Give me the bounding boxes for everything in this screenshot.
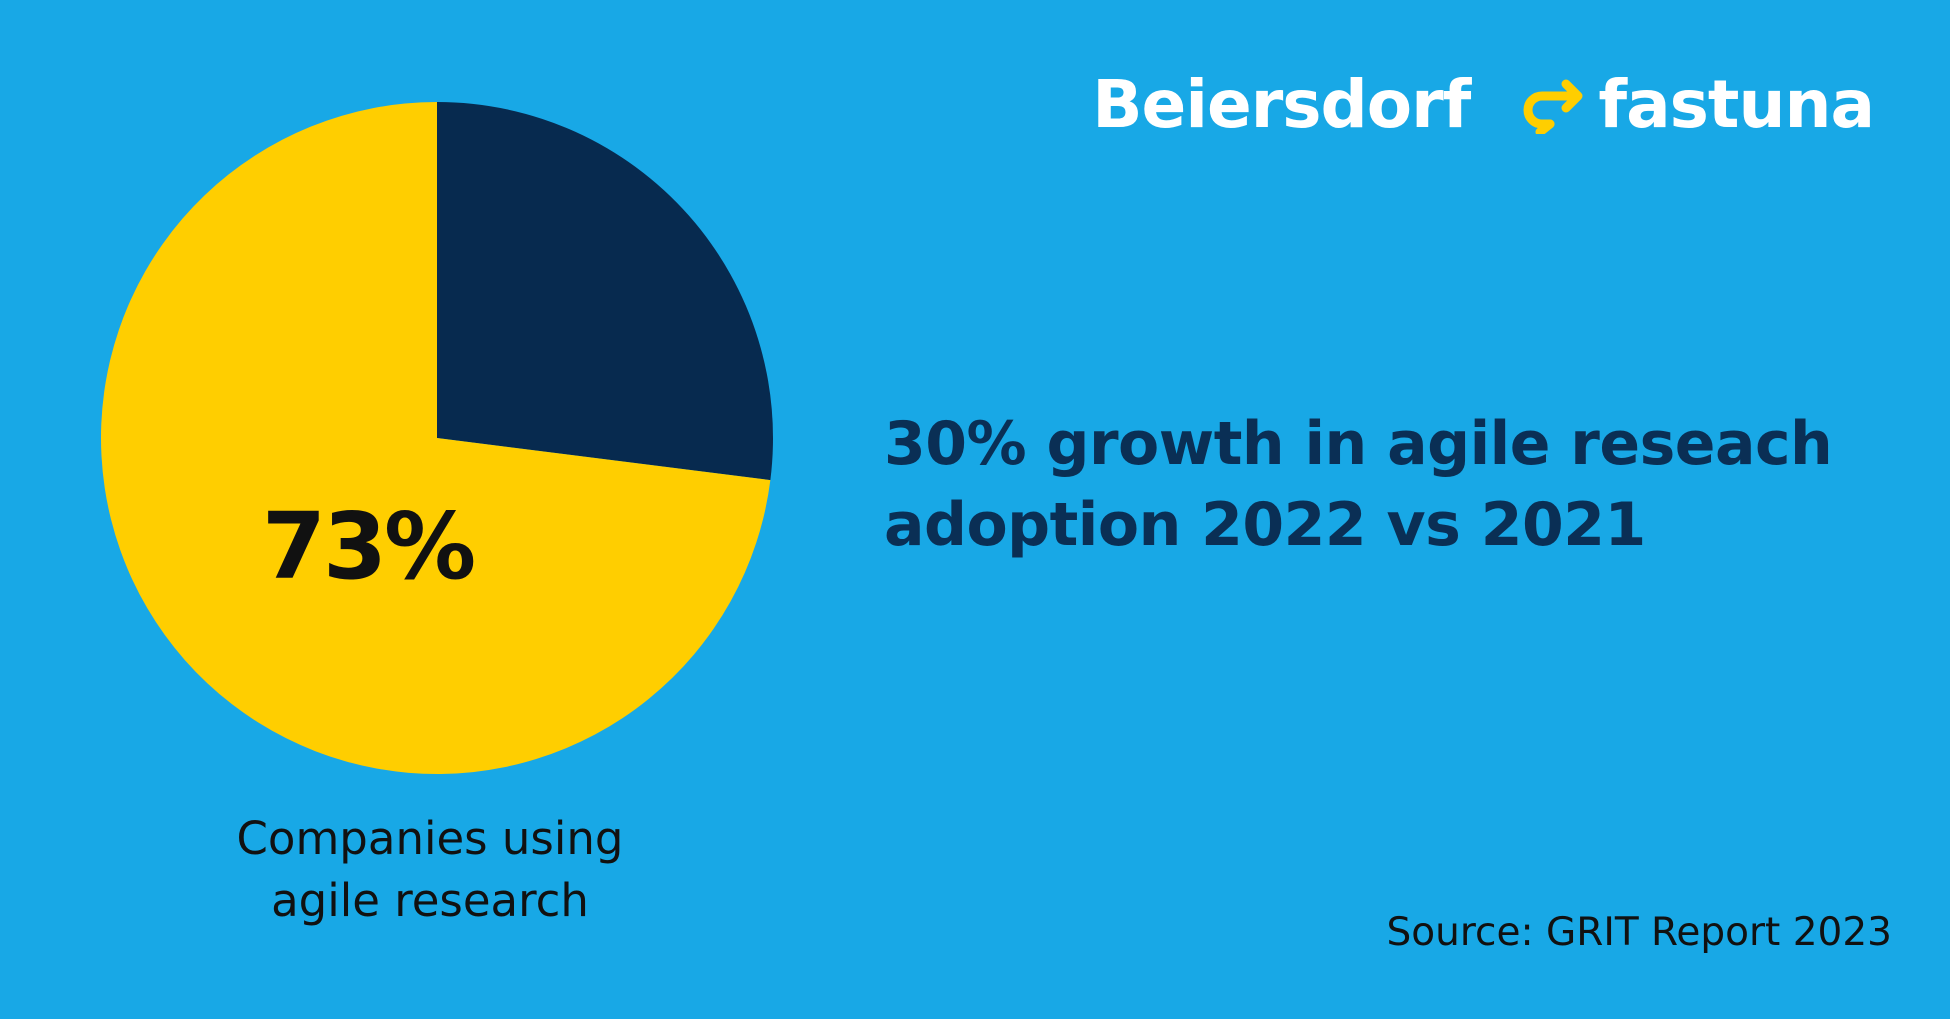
fastuna-mark-icon bbox=[1520, 76, 1584, 134]
fastuna-wordmark: fastuna bbox=[1598, 72, 1874, 138]
pie-caption-line-2: agile research bbox=[180, 870, 680, 932]
fastuna-logo: fastuna bbox=[1520, 72, 1874, 138]
pie-caption: Companies using agile research bbox=[180, 808, 680, 932]
pie-chart: 73% bbox=[101, 102, 773, 774]
source-note: Source: GRIT Report 2023 bbox=[1387, 913, 1892, 952]
headline-line-1: 30% growth in agile reseach bbox=[884, 404, 1864, 485]
pie-data-label: 73% bbox=[262, 493, 474, 600]
pie-slice-other bbox=[437, 102, 773, 480]
beiersdorf-logo: Beiersdorf bbox=[1092, 72, 1470, 138]
pie-caption-line-1: Companies using bbox=[180, 808, 680, 870]
headline: 30% growth in agile reseach adoption 202… bbox=[884, 404, 1864, 566]
logo-row: Beiersdorf fastuna bbox=[1092, 72, 1874, 138]
headline-line-2: adoption 2022 vs 2021 bbox=[884, 485, 1864, 566]
